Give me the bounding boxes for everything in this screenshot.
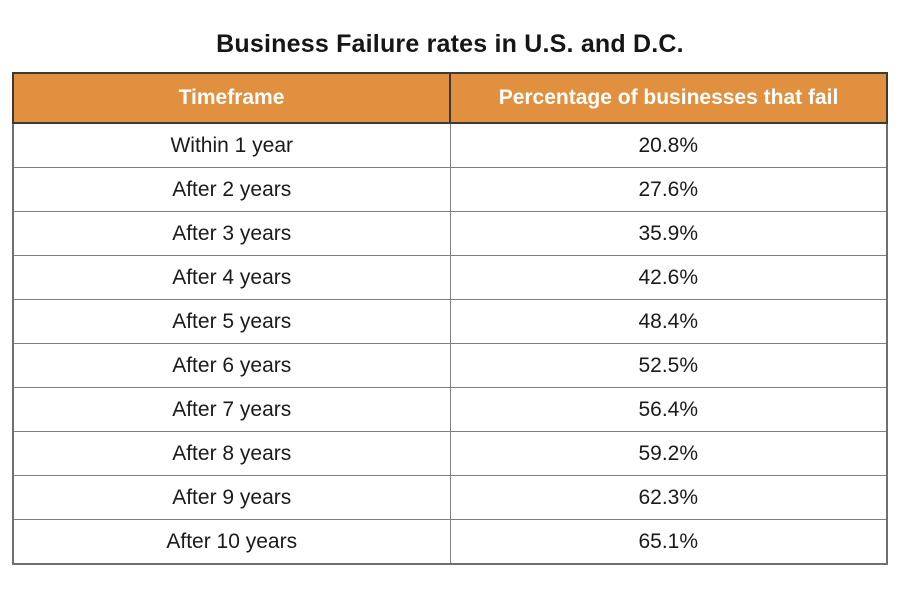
percentage-cell: 48.4% — [449, 299, 888, 344]
percentage-cell: 56.4% — [449, 387, 888, 432]
table-row: After 2 years 27.6% — [12, 167, 888, 212]
timeframe-cell: Within 1 year — [12, 122, 451, 168]
percentage-cell: 35.9% — [449, 211, 888, 256]
timeframe-cell: After 8 years — [12, 431, 451, 476]
table-row: After 3 years 35.9% — [12, 211, 888, 256]
timeframe-cell: After 9 years — [12, 475, 451, 520]
percentage-cell: 65.1% — [449, 519, 888, 565]
column-header-timeframe: Timeframe — [12, 72, 451, 124]
timeframe-cell: After 7 years — [12, 387, 451, 432]
table-head: Timeframe Percentage of businesses that … — [12, 72, 888, 124]
table-row: After 4 years 42.6% — [12, 255, 888, 300]
table-body: Within 1 year 20.8% After 2 years 27.6% Afte… — [12, 122, 888, 565]
timeframe-cell: After 6 years — [12, 343, 451, 388]
timeframe-cell: After 4 years — [12, 255, 451, 300]
table-row: After 6 years 52.5% — [12, 343, 888, 388]
table-row: After 5 years 48.4% — [12, 299, 888, 344]
page-title: Business Failure rates in U.S. and D.C. — [216, 30, 684, 58]
table-row: After 9 years 62.3% — [12, 475, 888, 520]
percentage-cell: 20.8% — [449, 122, 888, 168]
table-header-row: Timeframe Percentage of businesses that … — [12, 72, 888, 124]
table-row: After 8 years 59.2% — [12, 431, 888, 476]
table-row: Within 1 year 20.8% — [12, 122, 888, 168]
percentage-cell: 62.3% — [449, 475, 888, 520]
table-row: After 7 years 56.4% — [12, 387, 888, 432]
table-row: After 10 years 65.1% — [12, 519, 888, 565]
timeframe-cell: After 2 years — [12, 167, 451, 212]
timeframe-cell: After 3 years — [12, 211, 451, 256]
timeframe-cell: After 5 years — [12, 299, 451, 344]
column-header-percentage: Percentage of businesses that fail — [449, 72, 888, 124]
percentage-cell: 52.5% — [449, 343, 888, 388]
percentage-cell: 27.6% — [449, 167, 888, 212]
timeframe-cell: After 10 years — [12, 519, 451, 565]
percentage-cell: 59.2% — [449, 431, 888, 476]
business-failure-rates-table: Timeframe Percentage of businesses that … — [12, 72, 888, 565]
percentage-cell: 42.6% — [449, 255, 888, 300]
